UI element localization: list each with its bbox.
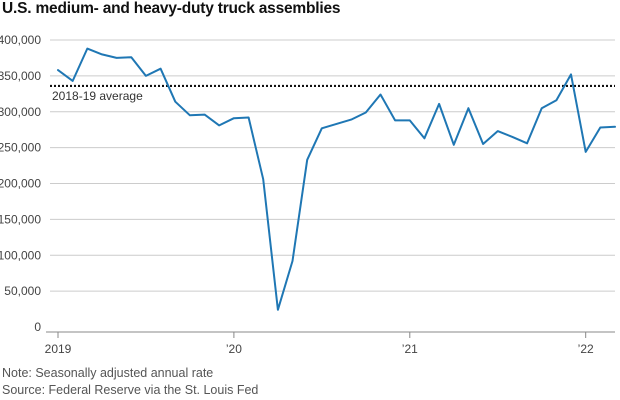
y-tick-label: 350,000	[0, 69, 41, 83]
y-tick-label: 100,000	[0, 248, 41, 262]
data-point	[350, 119, 352, 121]
data-point	[497, 130, 499, 132]
data-point	[174, 101, 176, 103]
data-point	[614, 126, 616, 128]
x-tick-label: 2019	[45, 342, 72, 356]
data-point	[599, 127, 601, 129]
data-point	[394, 119, 396, 121]
data-point	[160, 68, 162, 70]
data-point	[189, 114, 191, 116]
data-point	[262, 178, 264, 180]
data-point	[541, 107, 543, 109]
data-point	[86, 48, 88, 50]
data-point	[511, 136, 513, 138]
data-point	[570, 73, 572, 75]
data-point	[101, 53, 103, 55]
data-point	[438, 103, 440, 105]
data-point	[365, 111, 367, 113]
chart-source: Source: Federal Reserve via the St. Loui…	[2, 383, 259, 397]
data-point	[248, 116, 250, 118]
y-tick-label: 150,000	[0, 212, 41, 226]
y-tick-label: 300,000	[0, 105, 41, 119]
y-tick-label: 250,000	[0, 141, 41, 155]
data-point	[379, 94, 381, 96]
data-point	[57, 69, 59, 71]
data-point	[336, 123, 338, 125]
data-point	[306, 159, 308, 161]
y-tick-label: 50,000	[4, 284, 41, 298]
data-point	[72, 80, 74, 82]
data-point	[423, 137, 425, 139]
reference-line-label: 2018-19 average	[52, 89, 143, 103]
x-tick-label: ’21	[402, 342, 418, 356]
chart-note: Note: Seasonally adjusted annual rate	[2, 366, 214, 380]
series-line	[57, 47, 616, 311]
data-point	[585, 151, 587, 153]
data-point	[526, 142, 528, 144]
y-tick-label: 0	[34, 320, 41, 334]
y-tick-label: 200,000	[0, 177, 41, 191]
data-point	[555, 99, 557, 101]
data-point	[204, 114, 206, 116]
data-point	[292, 260, 294, 262]
data-point	[453, 144, 455, 146]
data-point	[277, 309, 279, 311]
data-point	[130, 56, 132, 58]
chart-title: U.S. medium- and heavy-duty truck assemb…	[2, 0, 341, 17]
x-tick-label: ’22	[578, 342, 594, 356]
data-point	[321, 127, 323, 129]
data-point	[467, 107, 469, 109]
data-point	[218, 124, 220, 126]
data-point	[145, 75, 147, 77]
data-point	[233, 117, 235, 119]
data-point	[482, 143, 484, 145]
y-tick-label: 400,000	[0, 33, 41, 47]
x-tick-label: ’20	[226, 342, 242, 356]
data-point	[409, 119, 411, 121]
data-point	[116, 57, 118, 59]
